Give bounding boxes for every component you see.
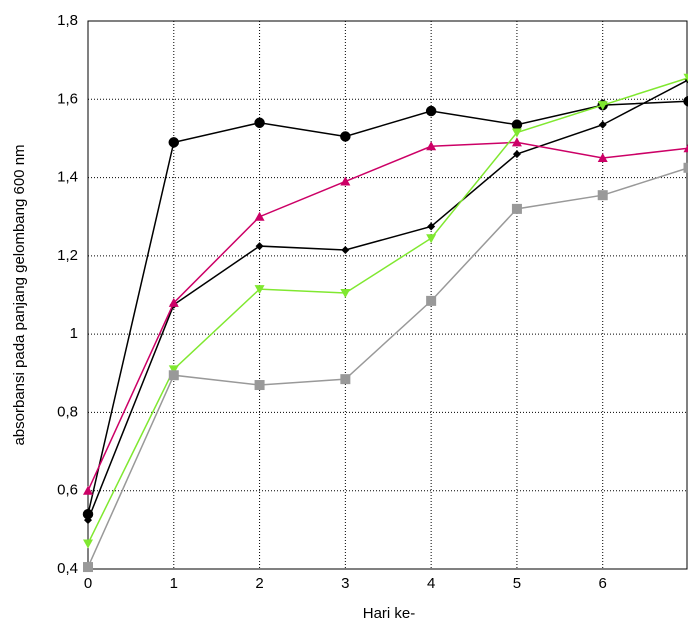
marker [511,128,522,138]
marker [511,119,523,130]
x-tick-label: 3 [341,575,349,592]
marker [683,96,688,107]
marker [683,144,688,153]
marker [83,562,93,573]
marker [340,374,351,385]
x-tick-label: 2 [255,575,263,592]
marker [255,242,264,251]
marker [683,73,688,82]
y-tick-label: 0,8 [57,403,78,420]
series-line [87,79,688,521]
marker [254,211,265,221]
series-line [87,100,688,515]
marker [426,295,437,306]
marker [168,297,179,307]
marker [254,285,265,295]
x-axis-label: Hari ke- [363,605,416,622]
marker [597,153,608,162]
y-tick-label: 1,2 [57,247,78,264]
marker [426,141,437,151]
series-line [87,167,688,568]
marker [83,485,93,495]
marker [598,120,607,129]
marker [83,539,93,549]
y-tick-label: 1,4 [57,169,78,186]
x-tick-label: 1 [170,575,178,592]
x-tick-label: 4 [427,575,435,592]
marker [254,117,265,129]
marker [340,131,351,142]
marker [425,105,437,117]
marker [340,176,351,186]
y-tick-label: 1,8 [57,12,78,29]
marker [341,245,350,254]
marker [168,137,180,148]
marker [84,516,92,525]
marker [683,162,688,173]
marker [597,101,608,111]
marker [427,222,436,231]
x-tick-label: 0 [84,575,92,592]
y-tick-label: 1 [70,325,78,342]
series-line [87,141,688,492]
marker [168,370,179,381]
y-tick-label: 0,6 [57,482,78,499]
marker [340,289,351,299]
x-tick-label: 6 [599,575,607,592]
marker [254,380,265,391]
marker [512,150,521,159]
marker [168,365,179,375]
series-line [87,77,688,544]
marker [597,190,608,201]
x-tick-label: 5 [513,575,521,592]
y-axis-label: absorbansi pada panjang gelombang 600 nm [11,144,28,445]
marker [511,203,522,214]
y-tick-label: 1,6 [57,90,78,107]
marker [511,137,522,147]
y-tick-label: 0,4 [57,560,78,577]
marker [426,234,437,244]
plot-frame [87,20,688,570]
